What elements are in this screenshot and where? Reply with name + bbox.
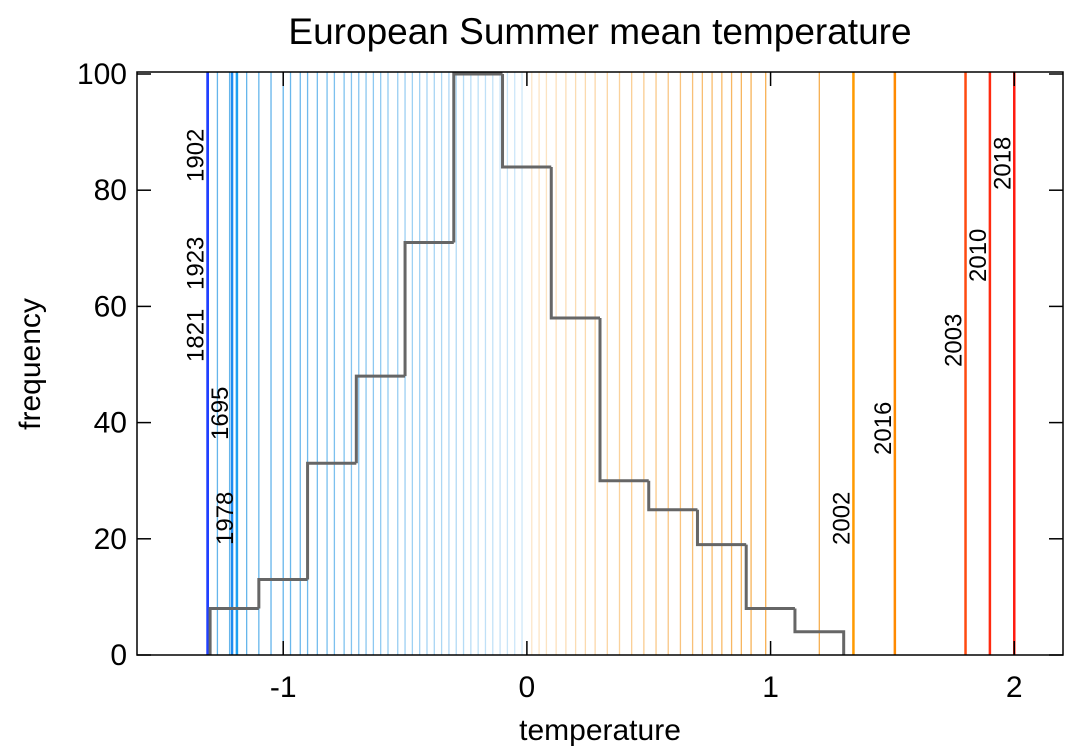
annotation-label: 2002: [828, 492, 855, 545]
histogram-step: [549, 166, 600, 320]
y-tick-label: 60: [94, 290, 127, 323]
annotation-label: 2016: [870, 402, 897, 455]
y-tick-label: 0: [110, 639, 127, 672]
y-tick-label: 100: [77, 58, 127, 91]
x-tick-label: 0: [519, 671, 536, 704]
plot-frame: [136, 71, 1064, 656]
annotation-label: 1821: [183, 309, 210, 362]
y-tick-label: 80: [94, 174, 127, 207]
chart-title: European Summer mean temperature: [288, 11, 911, 52]
y-tick-label: 40: [94, 407, 127, 440]
annotation-label: 2010: [965, 229, 992, 282]
x-tick-label: 1: [762, 671, 779, 704]
histogram-step: [306, 461, 357, 580]
histogram-step: [257, 577, 308, 609]
histogram-step: [598, 318, 649, 483]
annotation-label: 2003: [941, 314, 968, 367]
histogram-step: [208, 607, 259, 655]
annotation-label: 1923: [183, 237, 210, 290]
histogram-step: [354, 374, 406, 464]
y-tick-label: 20: [94, 523, 127, 556]
histogram-step: [452, 72, 503, 243]
histogram-step: [695, 509, 747, 547]
annotation-label: 2018: [989, 137, 1016, 190]
y-axis-label: frequency: [14, 298, 47, 430]
annotation-label: 1902: [183, 129, 210, 182]
x-tick-label: 2: [1006, 671, 1023, 704]
histogram-step: [403, 240, 454, 377]
histogram-step: [793, 608, 846, 655]
histogram-step: [647, 480, 698, 512]
annotation-label: 1978: [212, 492, 239, 545]
histogram-step: [501, 74, 552, 169]
x-axis-label: temperature: [519, 714, 681, 747]
histogram-step: [744, 544, 795, 611]
x-tick-label: -1: [270, 671, 297, 704]
annotation-label: 1695: [207, 387, 234, 440]
